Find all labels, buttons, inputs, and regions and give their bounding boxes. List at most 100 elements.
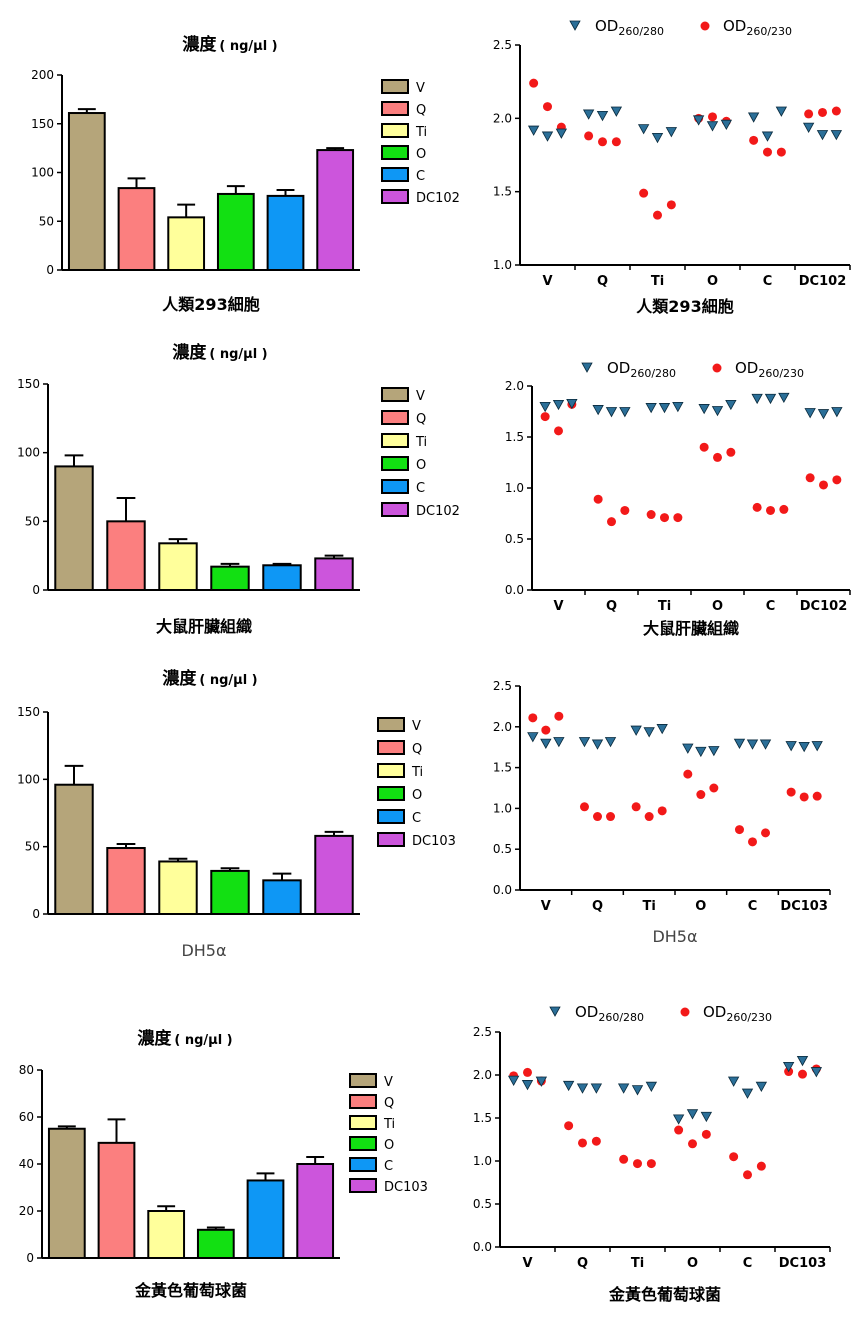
point-od260-230 (639, 188, 649, 198)
x-tick-label: DC103 (779, 1256, 826, 1271)
chart-title-main: 濃度 (137, 1028, 172, 1049)
point-od260-230 (653, 210, 662, 220)
point-od260-230 (832, 475, 842, 485)
point-od260-280 (596, 111, 609, 122)
point-od260-280 (817, 409, 830, 420)
point-od260-230 (666, 200, 676, 210)
chart-title-unit: ( ng/µl ) (174, 1033, 232, 1048)
bar-chart: 濃度( ng/µl ) 0 50 100 150 DH5α VQ Ti OC DC103 (17, 668, 456, 960)
point-od260-280 (604, 737, 617, 748)
point-od260-280 (733, 738, 746, 749)
y-tick-label: 50 (25, 840, 40, 854)
point-od260-280 (617, 1083, 630, 1094)
x-tick-label: Ti (631, 1256, 644, 1271)
legend-swatch (377, 740, 405, 755)
point-od260-230 (749, 135, 759, 145)
chart-caption: 人類293細胞 (636, 297, 733, 316)
legend-swatch (377, 832, 405, 847)
legend-swatch (377, 786, 405, 801)
point-od260-280 (540, 738, 552, 749)
y-tick-label: 0 (46, 263, 54, 277)
bar-Q (106, 520, 146, 591)
legend-swatch (381, 145, 409, 160)
bar-chart: 濃度( ng/µl ) 0 20 40 60 80 金黃色葡萄球菌 VQ Ti OC DC103 (19, 1028, 428, 1300)
point-od260-230 (606, 812, 616, 822)
point-od260-230 (779, 504, 789, 514)
y-tick-label: 2.0 (493, 111, 512, 125)
x-tick-label: Q (592, 899, 603, 914)
point-od260-280 (552, 399, 565, 411)
bar-chart: 濃度( ng/µl ) 0 50 100 150 大鼠肝臟組織 VQ Ti OC DC102 (17, 342, 460, 636)
legend-swatch (381, 79, 409, 94)
point-od260-230 (831, 106, 841, 116)
x-tick-label: Q (577, 1256, 588, 1271)
point-od260-230 (761, 828, 771, 838)
point-od260-280 (802, 122, 815, 133)
point-od260-230 (564, 1121, 574, 1131)
point-od260-230 (646, 1159, 656, 1169)
chart-title-unit: ( ng/µl ) (199, 673, 257, 688)
point-od260-230 (660, 513, 669, 523)
y-tick-label: 150 (17, 705, 40, 719)
point-od260-280 (810, 1067, 823, 1078)
legend-label-od260-280: OD260/280 (607, 359, 676, 380)
point-od260-230 (708, 112, 717, 122)
x-tick-label: Ti (651, 274, 664, 289)
point-od260-230 (804, 109, 814, 119)
legend-marker-od260-280 (581, 362, 593, 373)
point-od260-280 (521, 1080, 534, 1091)
bar-V (47, 1127, 86, 1259)
point-od260-230 (541, 725, 551, 735)
legend-marker-od260-280 (569, 20, 581, 31)
scatter-chart-panel: 1.0 1.5 2.0 2.5 V Q Ti O C DC102 OD260/280 OD260/23… (460, 0, 865, 330)
y-tick-label: 1.0 (473, 1154, 492, 1168)
bar-C (262, 564, 302, 591)
point-od260-280 (759, 739, 772, 750)
point-od260-280 (645, 1081, 658, 1093)
scatter-chart: 0.0 0.5 1.0 1.5 2.0 V Q Ti O C DC102 OD260/280 OD260… (505, 359, 851, 638)
point-od260-230 (620, 505, 630, 515)
bar-DC102 (316, 149, 355, 271)
bar-chart-panel: 濃度( ng/µl ) 0 50 100 150 大鼠肝臟組織 V Q Ti O C DC102 (0, 330, 460, 650)
point-od260-280 (755, 1081, 768, 1093)
y-tick-label: 1.5 (473, 1111, 492, 1125)
point-od260-230 (699, 442, 709, 452)
x-tick-label: DC103 (780, 899, 827, 914)
bar-O (210, 565, 250, 592)
point-od260-280 (535, 1076, 548, 1087)
y-tick-label: 1.5 (493, 185, 512, 199)
point-od260-280 (746, 739, 759, 750)
point-od260-230 (631, 802, 641, 812)
y-tick-label: 100 (17, 446, 40, 460)
point-od260-280 (672, 402, 684, 413)
chart-title-main: 濃度 (182, 34, 217, 55)
legend-label: DC102 (416, 504, 460, 519)
bar-Q (97, 1141, 136, 1260)
y-tick-label: 2.0 (505, 379, 524, 393)
y-tick-label: 0.5 (473, 1197, 492, 1211)
point-od260-280 (720, 119, 733, 131)
y-tick-label: 150 (31, 117, 54, 131)
scatter-chart: 1.0 1.5 2.0 2.5 V Q Ti O C DC102 OD260/280 OD260/23… (493, 17, 851, 316)
legend-label: O (384, 1138, 394, 1153)
point-od260-280 (796, 1055, 809, 1067)
point-od260-280 (637, 124, 650, 135)
y-tick-label: 1.0 (493, 258, 512, 272)
y-tick-label: 2.5 (473, 1025, 492, 1039)
point-od260-280 (541, 131, 554, 142)
point-od260-280 (698, 404, 710, 415)
point-od260-280 (798, 741, 810, 753)
point-od260-280 (619, 407, 631, 418)
x-tick-label: C (743, 1256, 753, 1271)
x-tick-label: O (707, 274, 718, 289)
chart-title: 濃度( ng/µl ) (172, 342, 267, 363)
point-od260-280 (695, 746, 707, 758)
chart-title-unit: ( ng/µl ) (219, 39, 277, 54)
point-od260-280 (527, 125, 540, 136)
point-od260-280 (645, 403, 657, 414)
point-od260-280 (708, 746, 720, 757)
legend-label: V (412, 719, 421, 734)
point-od260-230 (696, 790, 706, 800)
point-od260-230 (713, 452, 722, 462)
y-tick-label: 2.0 (493, 720, 512, 734)
